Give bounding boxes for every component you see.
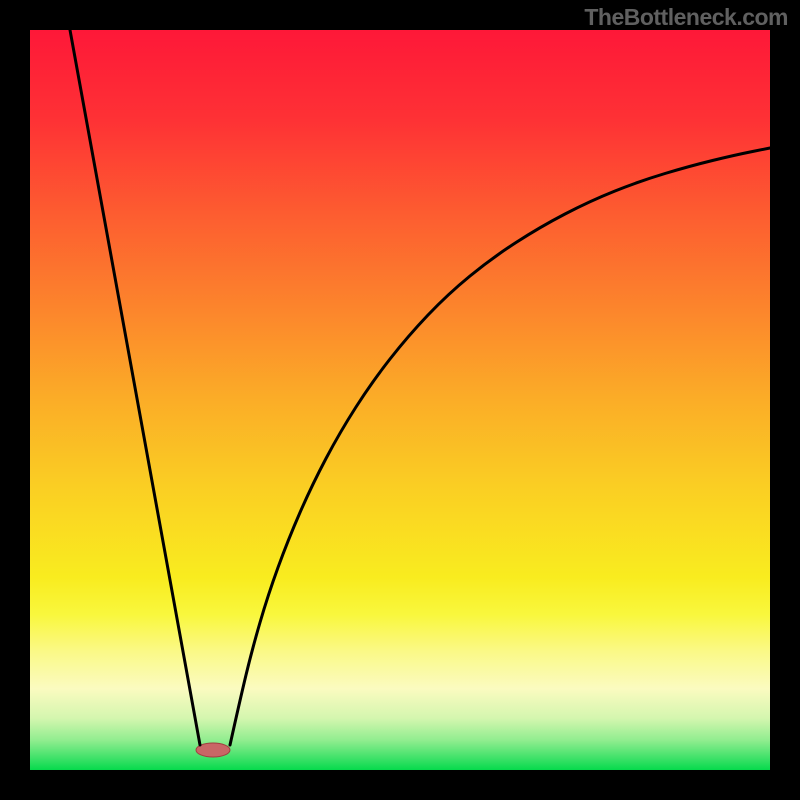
bottleneck-chart: TheBottleneck.com [0,0,800,800]
watermark-text: TheBottleneck.com [584,4,788,31]
chart-svg [0,0,800,800]
